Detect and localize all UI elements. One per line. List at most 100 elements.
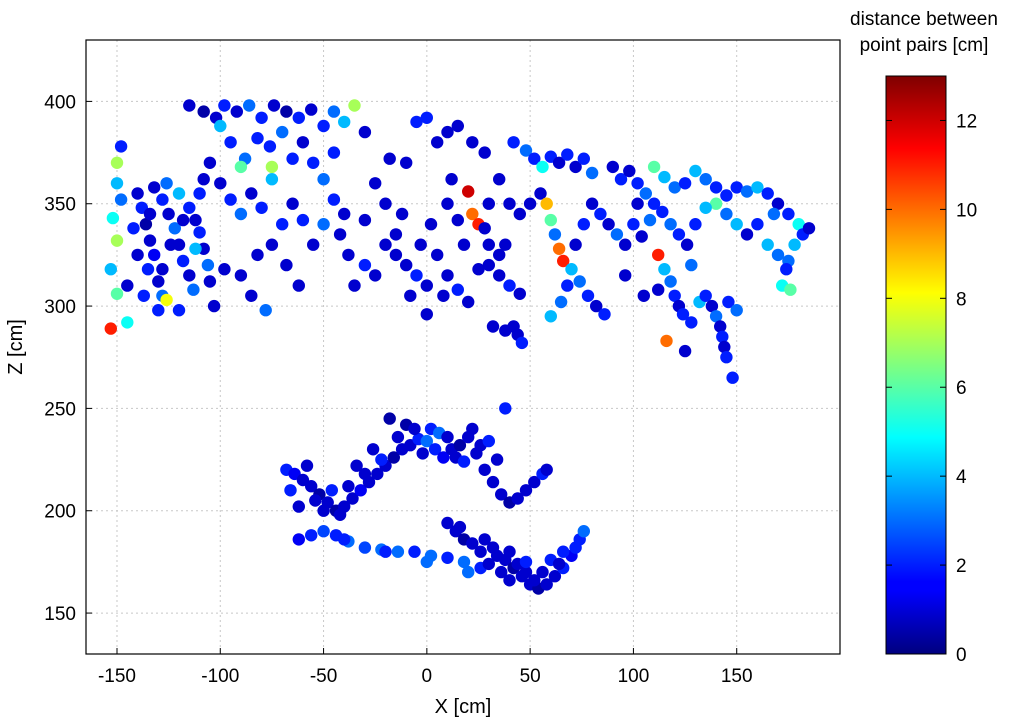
data-point (292, 279, 305, 292)
data-point (689, 218, 702, 231)
data-point (183, 201, 196, 214)
data-point (503, 279, 516, 292)
data-point (462, 295, 475, 309)
data-point (286, 197, 299, 210)
data-point (720, 189, 733, 202)
data-point (152, 304, 165, 317)
x-tick-label: -50 (310, 666, 337, 687)
data-point (197, 173, 210, 186)
data-point (499, 238, 512, 251)
data-point (114, 193, 128, 206)
data-point (548, 570, 562, 583)
data-point (581, 289, 595, 302)
data-point (400, 156, 413, 169)
data-point (121, 279, 134, 292)
data-point (472, 263, 485, 276)
data-point (141, 263, 155, 276)
data-point (234, 269, 248, 282)
data-point (420, 111, 433, 125)
data-point (148, 248, 161, 262)
data-point (104, 263, 118, 276)
data-point (317, 504, 330, 517)
data-point (536, 565, 549, 579)
data-point (771, 197, 785, 210)
data-point (234, 207, 248, 221)
data-point (437, 289, 450, 302)
data-point (234, 160, 248, 174)
y-tick-label: 250 (44, 399, 76, 420)
data-point (499, 402, 512, 415)
data-point (565, 263, 578, 276)
data-point (730, 304, 743, 317)
data-point (137, 289, 150, 302)
data-point (156, 263, 169, 276)
data-point (156, 193, 169, 206)
data-point (307, 156, 320, 169)
data-point (176, 254, 190, 268)
data-point (643, 213, 657, 227)
data-point (416, 447, 429, 460)
data-point (523, 197, 537, 210)
data-point (224, 193, 237, 206)
data-point (292, 533, 305, 546)
data-point (366, 443, 380, 456)
data-point (441, 197, 454, 210)
data-point (325, 484, 338, 497)
data-point (451, 213, 464, 227)
data-point (441, 125, 454, 139)
data-point (354, 484, 367, 497)
data-point (534, 187, 547, 200)
data-point (557, 545, 570, 558)
data-point (466, 422, 479, 436)
x-tick-label: 150 (721, 666, 753, 687)
data-point (709, 310, 723, 323)
data-point (214, 119, 227, 133)
data-point (218, 263, 231, 276)
data-point (493, 269, 506, 282)
data-point (265, 160, 279, 174)
data-point (395, 207, 409, 221)
data-point (259, 304, 272, 317)
data-point (431, 248, 444, 262)
data-point (709, 181, 723, 194)
data-point (771, 248, 785, 262)
data-point (784, 283, 797, 296)
data-point (486, 320, 500, 333)
data-point (503, 197, 516, 210)
colorbar-tick-label: 2 (956, 556, 967, 577)
data-point (720, 351, 733, 364)
data-point (168, 222, 181, 235)
data-point (552, 242, 566, 255)
data-point (577, 525, 590, 538)
data-point (346, 492, 359, 505)
data-point (678, 177, 692, 190)
data-point (296, 213, 310, 227)
data-point (265, 173, 279, 186)
data-point (391, 545, 405, 558)
data-point (408, 545, 421, 558)
data-point (699, 289, 712, 302)
data-point (658, 170, 671, 184)
data-point (474, 545, 487, 558)
data-point (569, 160, 582, 174)
data-point (110, 156, 124, 169)
data-point (164, 238, 177, 251)
data-point (110, 234, 124, 247)
data-point (369, 269, 382, 282)
data-point (507, 136, 520, 149)
x-tick-label: 0 (422, 666, 433, 687)
data-point (627, 218, 640, 231)
colorbar-title-line2: point pairs [cm] (860, 35, 989, 56)
data-point (606, 160, 619, 174)
colorbar-tick-label: 12 (956, 111, 977, 132)
data-point (305, 529, 318, 542)
data-point (187, 283, 200, 296)
data-point (490, 453, 504, 466)
data-point (152, 275, 165, 288)
data-point (114, 140, 128, 153)
data-point (441, 430, 454, 444)
data-point (740, 185, 754, 198)
data-point (410, 115, 423, 129)
y-axis-label: Z [cm] (5, 319, 27, 375)
data-point (379, 197, 392, 210)
